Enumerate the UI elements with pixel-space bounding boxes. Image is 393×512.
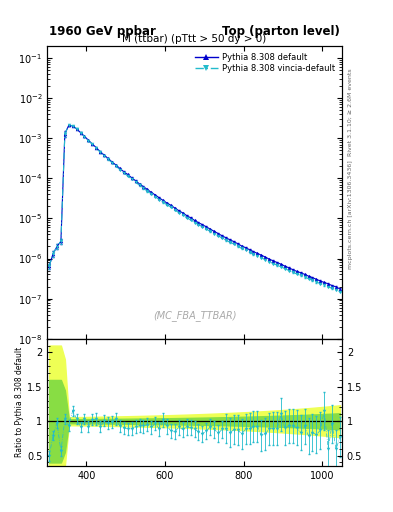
Text: 1960 GeV ppbar: 1960 GeV ppbar: [49, 26, 156, 38]
Text: Top (parton level): Top (parton level): [222, 26, 340, 38]
Text: Rivet 3.1.10; ≥ 2.6M events: Rivet 3.1.10; ≥ 2.6M events: [348, 69, 353, 157]
Text: (MC_FBA_TTBAR): (MC_FBA_TTBAR): [153, 310, 236, 321]
Legend: Pythia 8.308 default, Pythia 8.308 vincia-default: Pythia 8.308 default, Pythia 8.308 vinci…: [192, 50, 338, 76]
Text: mcplots.cern.ch [arXiv:1306.3436]: mcplots.cern.ch [arXiv:1306.3436]: [348, 161, 353, 269]
Y-axis label: Ratio to Pythia 8.308 default: Ratio to Pythia 8.308 default: [15, 347, 24, 457]
Title: M (ttbar) (pTtt > 50 dy > 0): M (ttbar) (pTtt > 50 dy > 0): [122, 34, 267, 44]
